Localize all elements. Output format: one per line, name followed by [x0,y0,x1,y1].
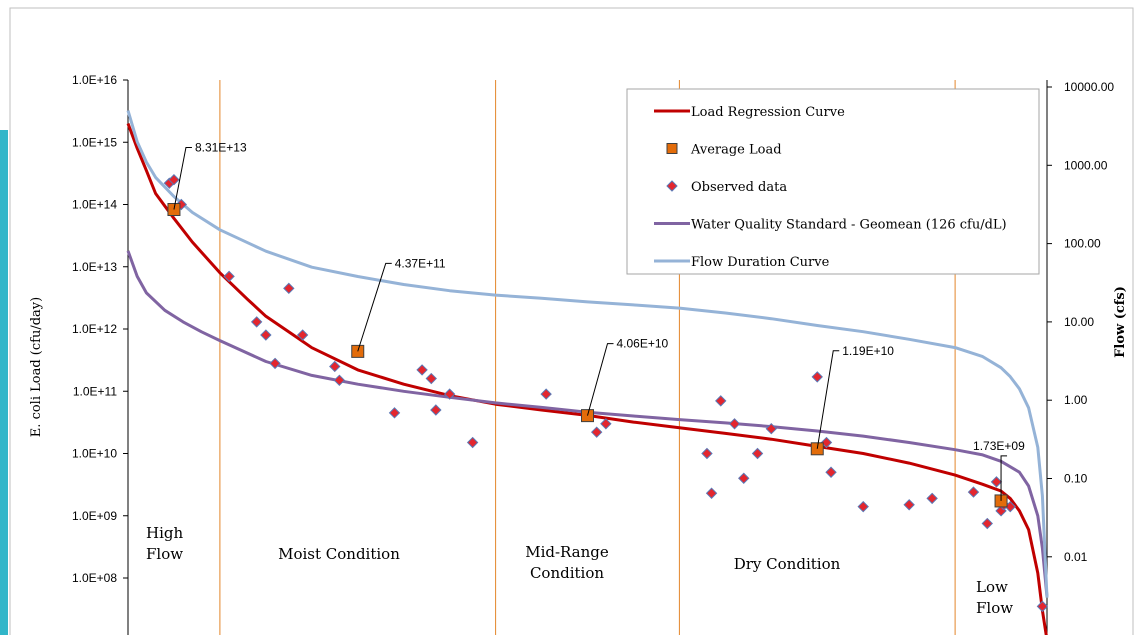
average-load-leader-2 [587,343,614,416]
observed-point-9 [329,360,341,373]
average-load-leader-3 [816,350,840,449]
zone-labels: High Flow Moist Condition Mid-Range Conditio… [146,524,1013,617]
observed-point-32 [926,492,938,505]
observed-point-27 [811,371,823,383]
legend-label-2: Observed data [691,180,787,195]
observed-point-3 [223,270,235,283]
y2-tick-label-1: 1000.00 [1064,158,1108,172]
legend-entry-2: Observed data [666,180,787,195]
y2-tick-label-2: 100.00 [1064,237,1101,251]
y2-tick-label-3: 10.00 [1064,315,1094,329]
y2-axis-label: Flow (cfs) [1113,286,1128,358]
observed-point-4 [250,316,263,328]
legend-box [626,88,1040,275]
y2-tick-label-0: 10000.00 [1064,80,1114,94]
legend-entry-3: Water Quality Standard - Geomean (126 cf… [654,218,1007,233]
y2-tick-label-4: 1.00 [1064,393,1088,407]
observed-point-17 [540,388,552,400]
average-load-label-1: 4.37E+11 [395,256,446,270]
average-load-label-0: 8.31E+13 [195,141,247,155]
observed-point-8 [296,329,309,341]
observed-point-20 [701,447,713,460]
zone-label-2-line-1: Condition [530,564,604,582]
observed-point-39 [1036,600,1049,613]
observed-point-16 [466,436,479,449]
zone-label-1-line-0: Moist Condition [278,545,400,563]
y2-tick-label-5: 0.10 [1064,472,1088,486]
observed-point-25 [751,447,764,460]
legend-label-1: Average Load [690,143,782,158]
legend-swatch-2 [666,180,678,192]
zone-label-3-line-0: Dry Condition [734,555,841,573]
observed-point-14 [430,404,442,416]
legend-label-0: Load Regression Curve [691,105,845,120]
observed-point-21 [705,487,718,499]
zone-label-0-line-1: Flow [146,545,183,563]
series-line-water-quality-standard-geomean-126-cfu-dl- [126,250,1049,597]
zone-label-0-line-0: High [146,524,183,542]
observed-point-7 [283,282,295,295]
zone-label-4-line-1: Flow [976,599,1013,617]
legend-entry-4: Flow Duration Curve [654,255,830,270]
observed-point-6 [269,357,281,370]
observed-point-29 [825,466,837,478]
legend-label-4: Flow Duration Curve [691,255,830,270]
observed-point-11 [388,407,401,419]
legend-label-3: Water Quality Standard - Geomean (126 cf… [691,218,1007,233]
axes: 1.0E+16 1.0E+15 1.0E+14 1.0E+13 1.0E+12 1.0E+… [72,73,1114,640]
observed-point-10 [333,374,346,386]
average-load-label-3: 1.19E+10 [842,344,894,358]
observed-point-35 [990,476,1003,488]
annotations: 8.31E+13 4.37E+11 4.06E+10 1.19E+10 1.73E+09 [173,141,1025,501]
slide-accent-bar [0,130,8,635]
y-tick-label-0: 1.0E+16 [72,73,117,87]
observed-point-12 [416,364,428,376]
chart-frame [9,7,1134,640]
legend-entry-1: Average Load [666,143,782,158]
series-line-flow-duration-curve [126,110,1049,598]
y2-tick-label-6: 0.01 [1064,550,1088,564]
y-tick-label-5: 1.0E+11 [73,384,117,398]
y-tick-label-2: 1.0E+14 [72,198,117,212]
y-axis-label: E. coli Load (cfu/day) [29,297,44,437]
average-load-label-4: 1.73E+09 [973,439,1025,453]
zone-label-2-line-0: Mid-Range [525,543,609,561]
observed-point-23 [728,418,741,430]
legend-entry-0: Load Regression Curve [654,105,845,120]
y-tick-label-4: 1.0E+12 [72,322,117,336]
markers [163,174,1049,613]
y-tick-label-8: 1.0E+08 [72,571,117,585]
observed-point-33 [967,486,980,498]
average-load-leader-1 [357,262,392,352]
observed-point-24 [738,472,750,484]
observed-point-13 [425,372,437,385]
y-tick-label-6: 1.0E+10 [72,447,117,461]
observed-point-15 [443,388,456,400]
observed-point-19 [600,418,612,430]
y-tick-label-3: 1.0E+13 [72,260,117,274]
observed-point-28 [820,436,833,449]
observed-point-18 [590,426,603,438]
y-tick-label-7: 1.0E+09 [72,509,117,523]
observed-point-34 [981,517,993,530]
y-tick-label-1: 1.0E+15 [72,135,117,149]
observed-point-26 [765,423,778,435]
average-load-leader-4 [1000,455,1008,501]
observed-point-30 [857,500,869,513]
average-load-leader-0 [173,147,192,210]
zone-label-4-line-0: Low [976,578,1008,596]
observed-point-31 [903,499,915,511]
average-load-label-2: 4.06E+10 [617,337,669,351]
observed-point-22 [715,395,727,407]
observed-point-5 [260,329,272,341]
legend: Load Regression Curve Average Load Observe… [626,88,1040,275]
observed-point-1 [168,174,180,186]
legend-swatch-1 [666,143,678,154]
